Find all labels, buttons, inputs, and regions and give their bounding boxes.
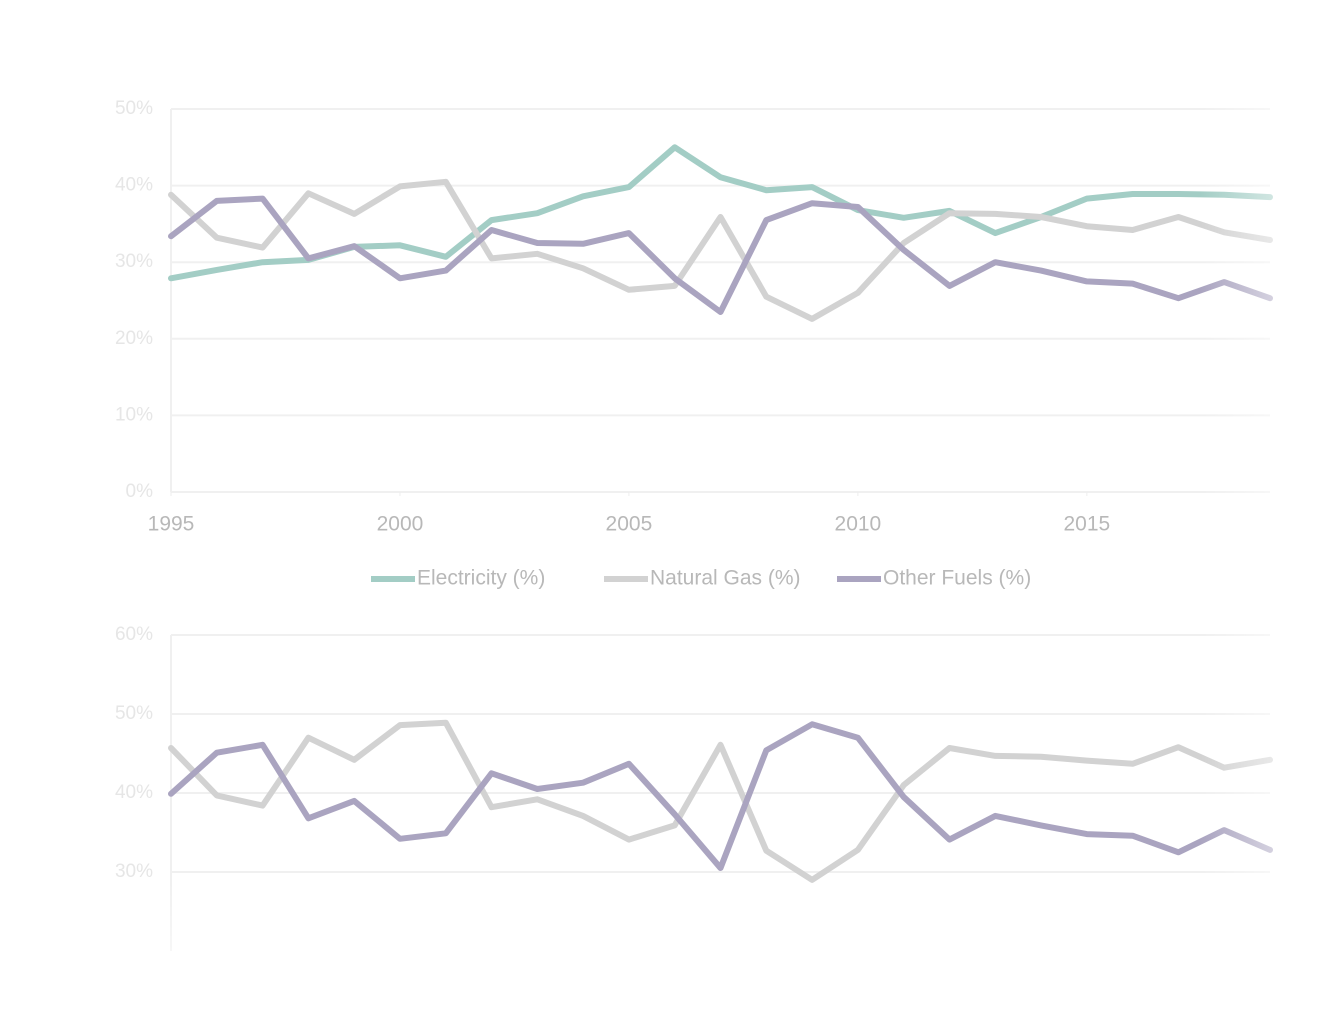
fade-bottom	[0, 880, 1339, 1018]
y-tick-label: 40%	[115, 175, 153, 196]
y-tick-label: 40%	[115, 782, 153, 803]
series-line	[171, 147, 1270, 278]
x-tick-label: 1995	[148, 513, 195, 536]
charts: 0% 10% 20% 30% 40% 50% 1995 2000 2005 2010 2015 Ele…	[115, 98, 1270, 951]
fade-right	[1200, 0, 1339, 1018]
x-tick-label: 2010	[835, 513, 882, 536]
y-tick-label: 10%	[115, 404, 153, 425]
legend-label: Electricity (%)	[417, 567, 545, 590]
y-tick-label: 50%	[115, 703, 153, 724]
y-tick-label: 20%	[115, 328, 153, 349]
y-tick-label: 60%	[115, 624, 153, 645]
y-tick-label: 30%	[115, 251, 153, 272]
y-tick-label: 0%	[126, 481, 154, 502]
chart-area: 0% 10% 20% 30% 40% 50% 1995 2000 2005 2010 2015 Ele…	[0, 0, 1339, 1018]
y-tick-label: 30%	[115, 861, 153, 882]
series-line	[171, 723, 1270, 880]
y-tick-label: 50%	[115, 98, 153, 119]
x-tick-label: 2000	[377, 513, 424, 536]
x-tick-label: 2015	[1063, 513, 1110, 536]
x-tick-label: 2005	[606, 513, 653, 536]
legend-label: Natural Gas (%)	[650, 567, 801, 590]
legend-label: Other Fuels (%)	[883, 567, 1031, 590]
page: 0% 10% 20% 30% 40% 50% 1995 2000 2005 2010 2015 Ele…	[0, 0, 1339, 1018]
